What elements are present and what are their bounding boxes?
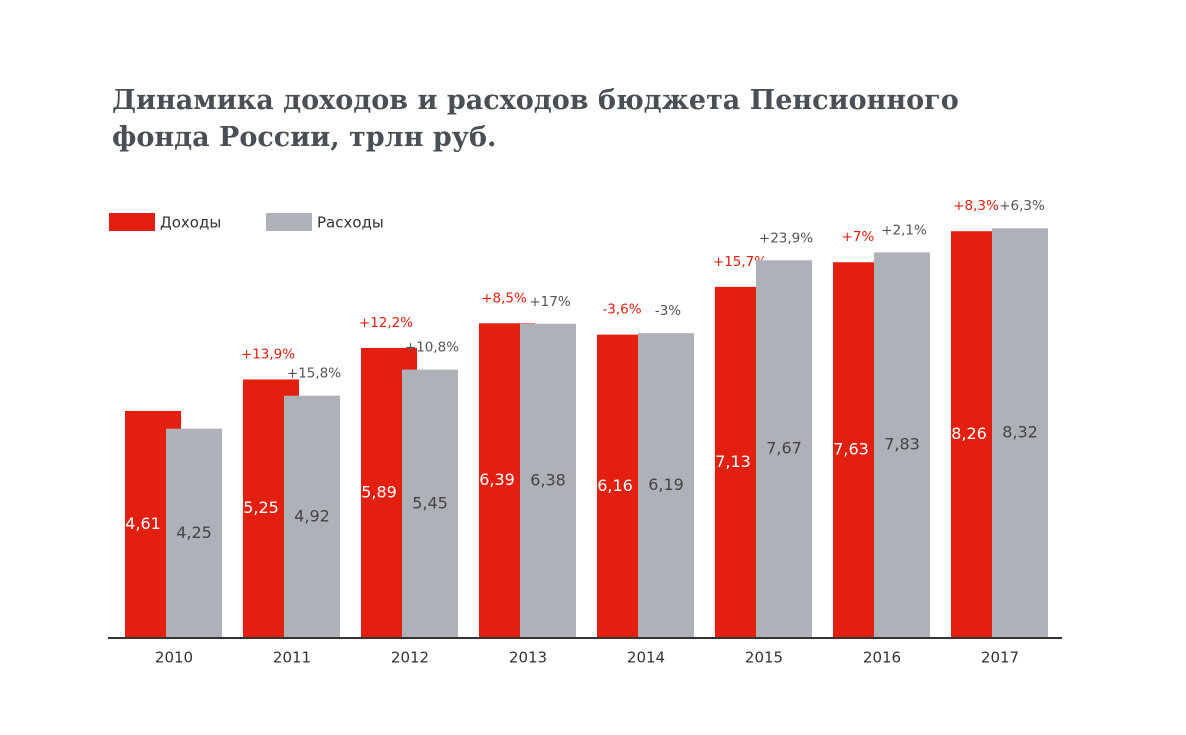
- legend-label: Доходы: [160, 214, 221, 232]
- x-tick-label: 2015: [745, 649, 783, 667]
- x-tick-label: 2017: [981, 649, 1019, 667]
- value-label: 5,89: [361, 482, 397, 501]
- bar: [992, 228, 1048, 639]
- change-label: +17%: [529, 294, 570, 310]
- value-label: 5,45: [412, 493, 448, 512]
- x-tick-label: 2014: [627, 649, 665, 667]
- x-tick-label: 2016: [863, 649, 901, 667]
- legend-label: Расходы: [317, 214, 384, 232]
- change-label: -3,6%: [602, 302, 641, 318]
- change-label: +2,1%: [881, 222, 927, 238]
- x-tick-label: 2011: [273, 649, 311, 667]
- change-label: +23,9%: [759, 230, 813, 246]
- value-label: 4,61: [125, 514, 161, 533]
- legend-swatch: [266, 213, 312, 231]
- change-label: +8,5%: [481, 290, 527, 306]
- value-label: 8,26: [951, 424, 987, 443]
- bar: [284, 395, 340, 638]
- change-label: +10,8%: [405, 340, 459, 356]
- bar: [402, 369, 458, 638]
- value-label: 5,25: [243, 498, 279, 517]
- value-label: 7,63: [833, 440, 869, 459]
- change-label: +6,3%: [999, 198, 1045, 214]
- value-label: 4,25: [176, 523, 212, 542]
- change-label: +12,2%: [359, 315, 413, 331]
- change-label: +8,3%: [953, 198, 999, 214]
- bar: [874, 252, 930, 638]
- value-label: 7,13: [715, 452, 751, 471]
- value-label: 6,39: [479, 470, 515, 489]
- value-label: 7,83: [884, 435, 920, 454]
- change-label: +13,9%: [241, 346, 295, 362]
- chart-title: Динамика доходов и расходов бюджета Пенс…: [112, 85, 959, 153]
- bar: [520, 323, 576, 638]
- x-tick-label: 2010: [155, 649, 193, 667]
- legend-swatch: [109, 213, 155, 231]
- value-label: 6,19: [648, 475, 684, 494]
- value-label: 7,67: [766, 439, 802, 458]
- bar: [166, 428, 222, 638]
- value-label: 6,38: [530, 470, 566, 489]
- value-label: 4,92: [294, 506, 330, 525]
- bar: [756, 260, 812, 638]
- x-tick-label: 2013: [509, 649, 547, 667]
- value-label: 6,16: [597, 476, 633, 495]
- change-label: +15,8%: [287, 366, 341, 382]
- change-label: +15,7%: [713, 254, 767, 270]
- change-label: +7%: [842, 229, 875, 245]
- x-tick-label: 2012: [391, 649, 429, 667]
- value-label: 8,32: [1002, 423, 1038, 442]
- change-label: -3%: [655, 303, 681, 319]
- bar: [638, 333, 694, 638]
